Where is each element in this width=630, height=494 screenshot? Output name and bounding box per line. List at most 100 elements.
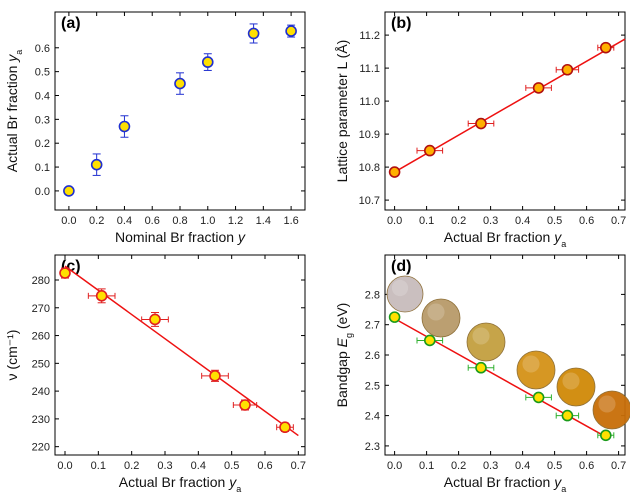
y-tick-label: 0.5 bbox=[35, 67, 50, 79]
y-tick-label: 11.2 bbox=[359, 30, 380, 42]
x-tick-label: 0.5 bbox=[547, 460, 562, 472]
sample-disc-highlight bbox=[472, 327, 490, 345]
y-tick-label: 280 bbox=[32, 275, 50, 287]
y-axis-label: Actual Br fraction ya bbox=[4, 50, 24, 173]
panel-label: (b) bbox=[391, 15, 411, 32]
x-tick-label: 0.5 bbox=[224, 460, 239, 472]
x-tick-label: 0.3 bbox=[483, 460, 498, 472]
x-tick-label: 1.0 bbox=[200, 215, 215, 227]
data-point bbox=[95, 290, 108, 302]
y-tick-label: 230 bbox=[32, 414, 50, 426]
x-tick-label: 0.4 bbox=[515, 215, 530, 227]
x-tick-label: 0.6 bbox=[257, 460, 272, 472]
data-point bbox=[599, 41, 612, 54]
x-tick-label: 0.8 bbox=[172, 215, 187, 227]
data-point bbox=[59, 267, 71, 279]
y-tick-label: 260 bbox=[32, 331, 50, 343]
data-point bbox=[285, 25, 297, 37]
x-tick-label: 0.3 bbox=[483, 215, 498, 227]
x-tick-label: 1.4 bbox=[256, 215, 271, 227]
x-tick-label: 0.4 bbox=[515, 460, 530, 472]
x-tick-label: 0.7 bbox=[611, 215, 626, 227]
y-tick-label: 2.8 bbox=[365, 289, 380, 301]
y-tick-label: 11.1 bbox=[359, 63, 380, 75]
plot-frame bbox=[54, 254, 306, 456]
x-tick-label: 0.7 bbox=[611, 460, 626, 472]
x-tick-label: 1.6 bbox=[283, 215, 298, 227]
data-point bbox=[239, 399, 251, 411]
x-tick-label: 0.0 bbox=[61, 215, 76, 227]
panel-4: 0.0 0.1 0.2 0.3 0.4 0.5 0.6 0.7 2.3 2.4 2.5 2.6 2.7 2… bbox=[334, 254, 630, 494]
data-point bbox=[561, 409, 574, 422]
y-tick-label: 240 bbox=[32, 386, 50, 398]
x-tick-label: 0.2 bbox=[451, 215, 466, 227]
x-tick-label: 0.4 bbox=[191, 460, 206, 472]
data-point bbox=[388, 311, 401, 323]
data-point bbox=[209, 370, 221, 382]
data-point bbox=[532, 391, 545, 404]
sample-disc-highlight bbox=[598, 395, 616, 413]
panel-2: 0.0 0.1 0.2 0.3 0.4 0.5 0.6 0.7 10.7 10.8 10.9 11.0… bbox=[334, 11, 626, 249]
data-point bbox=[423, 334, 436, 347]
x-tick-label: 0.6 bbox=[145, 215, 160, 227]
y-tick-label: 10.9 bbox=[359, 129, 380, 141]
x-tick-label: 0.3 bbox=[157, 460, 172, 472]
data-point bbox=[423, 144, 436, 157]
plot-frame bbox=[384, 11, 626, 211]
sample-disc-highlight bbox=[391, 279, 409, 297]
data-point bbox=[532, 82, 545, 94]
data-point bbox=[90, 158, 103, 171]
data-point bbox=[475, 117, 487, 130]
sample-disc bbox=[516, 350, 556, 390]
data-point bbox=[63, 185, 75, 197]
y-tick-label: 11.0 bbox=[359, 96, 380, 108]
panel-label: (a) bbox=[61, 15, 81, 32]
sample-disc bbox=[592, 390, 630, 430]
data-point bbox=[118, 120, 131, 133]
y-axis-label: Bandgap Eg (eV) bbox=[334, 303, 354, 408]
x-axis-label: Nominal Br fraction y bbox=[115, 229, 246, 245]
y-tick-label: 0.0 bbox=[35, 186, 50, 198]
y-tick-label: 2.7 bbox=[365, 320, 380, 332]
x-axis-label: Actual Br fraction ya bbox=[119, 474, 242, 494]
sample-disc-highlight bbox=[427, 303, 445, 321]
sample-disc bbox=[386, 275, 424, 313]
y-tick-label: 2.5 bbox=[365, 380, 380, 392]
data-point bbox=[247, 27, 260, 40]
data-point bbox=[279, 421, 291, 434]
x-tick-label: 0.4 bbox=[117, 215, 132, 227]
x-tick-label: 0.6 bbox=[579, 460, 594, 472]
data-point bbox=[201, 56, 214, 68]
x-tick-label: 0.2 bbox=[89, 215, 104, 227]
x-axis-label: Actual Br fraction ya bbox=[444, 474, 567, 494]
plot-frame bbox=[54, 11, 306, 211]
y-tick-label: 0.6 bbox=[35, 43, 50, 55]
x-tick-label: 0.0 bbox=[387, 460, 402, 472]
y-tick-label: 0.2 bbox=[35, 138, 50, 150]
y-tick-label: 250 bbox=[32, 358, 50, 370]
sample-disc bbox=[466, 322, 506, 362]
x-tick-label: 0.6 bbox=[579, 215, 594, 227]
y-tick-label: 0.4 bbox=[35, 90, 50, 102]
x-tick-label: 1.2 bbox=[228, 215, 243, 227]
y-tick-label: 220 bbox=[32, 442, 50, 454]
panel-label: (d) bbox=[391, 258, 411, 275]
data-point bbox=[475, 361, 487, 374]
x-tick-label: 0.7 bbox=[291, 460, 306, 472]
y-tick-label: 0.1 bbox=[35, 162, 50, 174]
y-tick-label: 10.7 bbox=[359, 195, 380, 207]
panel-1: 0.0 0.2 0.4 0.6 0.8 1.0 1.2 1.4 1.6 0.0 0.1 0.2 0.3 0… bbox=[4, 11, 306, 245]
sample-disc-highlight bbox=[562, 372, 580, 390]
x-tick-label: 0.1 bbox=[91, 460, 106, 472]
x-tick-label: 0.1 bbox=[419, 460, 434, 472]
y-axis-label: Lattice parameter L (Å) bbox=[334, 40, 350, 183]
x-axis-label: Actual Br fraction ya bbox=[444, 229, 567, 249]
x-tick-label: 0.2 bbox=[124, 460, 139, 472]
y-tick-label: 0.3 bbox=[35, 114, 50, 126]
y-tick-label: 2.3 bbox=[365, 441, 380, 453]
panel-3: 0.0 0.1 0.2 0.3 0.4 0.5 0.6 0.7 220 230 240 250 260 2… bbox=[4, 254, 306, 494]
sample-disc-highlight bbox=[522, 355, 540, 373]
y-axis-label: ν (cm⁻¹) bbox=[4, 330, 20, 381]
y-tick-label: 10.8 bbox=[359, 162, 380, 174]
